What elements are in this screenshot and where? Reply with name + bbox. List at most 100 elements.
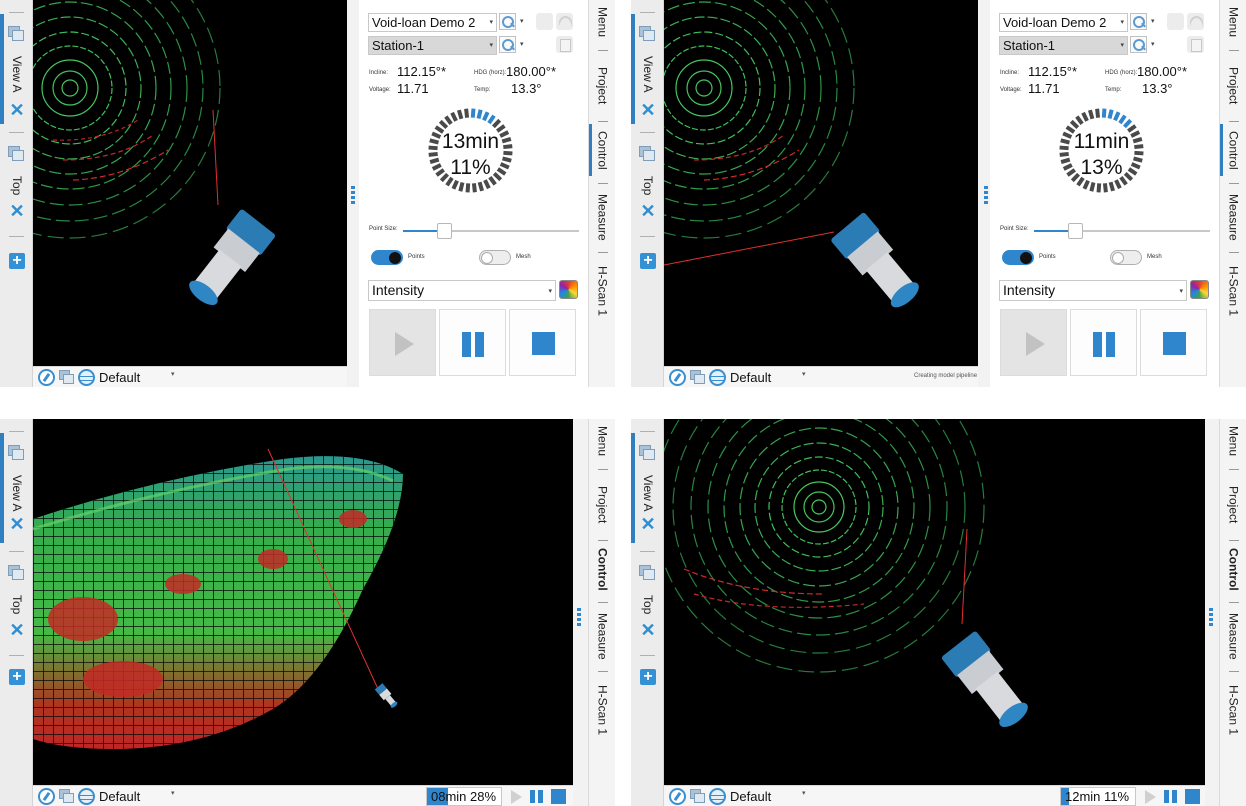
splitter-handle[interactable] — [1209, 608, 1213, 630]
stop-button[interactable] — [1184, 788, 1201, 805]
chevron-down-icon[interactable]: ▾ — [802, 790, 806, 797]
station-select[interactable]: Station-1 ▾ — [999, 36, 1128, 55]
tab-top[interactable]: Top — [641, 176, 655, 196]
layers-icon[interactable] — [639, 26, 656, 41]
view-preset-select[interactable]: Default — [730, 370, 772, 385]
chevron-down-icon[interactable]: ▾ — [520, 18, 524, 25]
layers-icon[interactable] — [689, 369, 706, 386]
3d-viewport[interactable] — [33, 419, 573, 785]
search-icon[interactable] — [1130, 13, 1147, 30]
view-preset-select[interactable]: Default — [730, 789, 772, 804]
layers-icon[interactable] — [8, 146, 25, 161]
compass-icon[interactable] — [669, 788, 686, 805]
tab-control[interactable]: Control — [1226, 130, 1241, 170]
tab-measure[interactable]: Measure — [595, 612, 610, 660]
tab-control[interactable]: Control — [595, 547, 610, 591]
color-wheel-icon[interactable] — [559, 280, 578, 299]
layers-icon[interactable] — [58, 369, 75, 386]
tab-menu[interactable]: Menu — [1226, 6, 1241, 38]
pause-button[interactable] — [1070, 309, 1137, 376]
tab-project[interactable]: Project — [595, 486, 610, 524]
close-icon[interactable]: ✕ — [9, 100, 25, 120]
view-orbit-icon[interactable] — [78, 369, 95, 386]
layers-icon[interactable] — [8, 26, 25, 41]
tab-h-scan-1[interactable]: H-Scan 1 — [1226, 684, 1241, 736]
close-icon[interactable]: ✕ — [9, 620, 25, 640]
color-wheel-icon[interactable] — [1190, 280, 1209, 299]
view-preset-select[interactable]: Default — [99, 370, 141, 385]
color-mode-select[interactable]: Intensity ▾ — [368, 280, 556, 301]
tab-project[interactable]: Project — [1226, 67, 1241, 105]
point-size-slider[interactable] — [1034, 230, 1210, 232]
search-icon[interactable] — [499, 36, 516, 53]
tab-menu[interactable]: Menu — [595, 6, 610, 38]
tab-h-scan-1[interactable]: H-Scan 1 — [595, 265, 610, 317]
layers-icon[interactable] — [639, 565, 656, 580]
tab-h-scan-1[interactable]: H-Scan 1 — [595, 684, 610, 736]
close-icon[interactable]: ✕ — [640, 620, 656, 640]
project-select[interactable]: Void-loan Demo 2 ▾ — [999, 13, 1128, 32]
points-toggle[interactable] — [1002, 250, 1034, 265]
stop-button[interactable] — [1140, 309, 1207, 376]
compass-icon[interactable] — [38, 788, 55, 805]
compass-icon[interactable] — [669, 369, 686, 386]
tab-view-a[interactable]: View A — [10, 55, 24, 93]
3d-viewport[interactable] — [664, 0, 978, 366]
station-select[interactable]: Station-1 ▾ — [368, 36, 497, 55]
play-button[interactable] — [507, 788, 524, 805]
mesh-toggle[interactable] — [1110, 250, 1142, 265]
tab-menu[interactable]: Menu — [595, 425, 610, 457]
close-icon[interactable]: ✕ — [640, 100, 656, 120]
search-icon[interactable] — [499, 13, 516, 30]
chevron-down-icon[interactable]: ▾ — [171, 790, 175, 797]
point-size-slider-thumb[interactable] — [437, 223, 452, 239]
stop-button[interactable] — [550, 788, 567, 805]
points-toggle[interactable] — [371, 250, 403, 265]
search-icon[interactable] — [1130, 36, 1147, 53]
tab-top[interactable]: Top — [10, 176, 24, 196]
tab-measure[interactable]: Measure — [1226, 193, 1241, 241]
project-select[interactable]: Void-loan Demo 2 ▾ — [368, 13, 497, 32]
add-view-icon[interactable]: + — [9, 253, 25, 269]
add-view-icon[interactable]: + — [640, 669, 656, 685]
stop-button[interactable] — [509, 309, 576, 376]
point-size-slider-thumb[interactable] — [1068, 223, 1083, 239]
tab-h-scan-1[interactable]: H-Scan 1 — [1226, 265, 1241, 317]
chevron-down-icon[interactable]: ▾ — [171, 371, 175, 378]
tab-menu[interactable]: Menu — [1226, 425, 1241, 457]
view-orbit-icon[interactable] — [709, 788, 726, 805]
tab-control[interactable]: Control — [595, 130, 610, 170]
pause-button[interactable] — [528, 788, 545, 805]
pause-button[interactable] — [1162, 788, 1179, 805]
layers-icon[interactable] — [639, 146, 656, 161]
3d-viewport[interactable] — [33, 0, 347, 366]
color-mode-select[interactable]: Intensity ▾ — [999, 280, 1187, 301]
close-icon[interactable]: ✕ — [640, 514, 656, 534]
play-button[interactable] — [369, 309, 436, 376]
layers-icon[interactable] — [8, 565, 25, 580]
tab-project[interactable]: Project — [595, 67, 610, 105]
tab-measure[interactable]: Measure — [1226, 612, 1241, 660]
layers-icon[interactable] — [8, 445, 25, 460]
tab-project[interactable]: Project — [1226, 486, 1241, 524]
tab-view-a[interactable]: View A — [10, 474, 24, 512]
view-orbit-icon[interactable] — [78, 788, 95, 805]
pause-button[interactable] — [439, 309, 506, 376]
tab-view-a[interactable]: View A — [641, 55, 655, 93]
layers-icon[interactable] — [639, 445, 656, 460]
play-button[interactable] — [1141, 788, 1158, 805]
3d-viewport[interactable] — [664, 419, 1205, 785]
close-icon[interactable]: ✕ — [640, 201, 656, 221]
chevron-down-icon[interactable]: ▾ — [802, 371, 806, 378]
close-icon[interactable]: ✕ — [9, 514, 25, 534]
tab-view-a[interactable]: View A — [641, 474, 655, 512]
chevron-down-icon[interactable]: ▾ — [520, 41, 524, 48]
splitter-handle[interactable] — [577, 608, 581, 630]
tab-top[interactable]: Top — [10, 595, 24, 615]
splitter-handle[interactable] — [351, 186, 355, 208]
view-preset-select[interactable]: Default — [99, 789, 141, 804]
point-size-slider[interactable] — [403, 230, 579, 232]
close-icon[interactable]: ✕ — [9, 201, 25, 221]
tab-top[interactable]: Top — [641, 595, 655, 615]
view-orbit-icon[interactable] — [709, 369, 726, 386]
